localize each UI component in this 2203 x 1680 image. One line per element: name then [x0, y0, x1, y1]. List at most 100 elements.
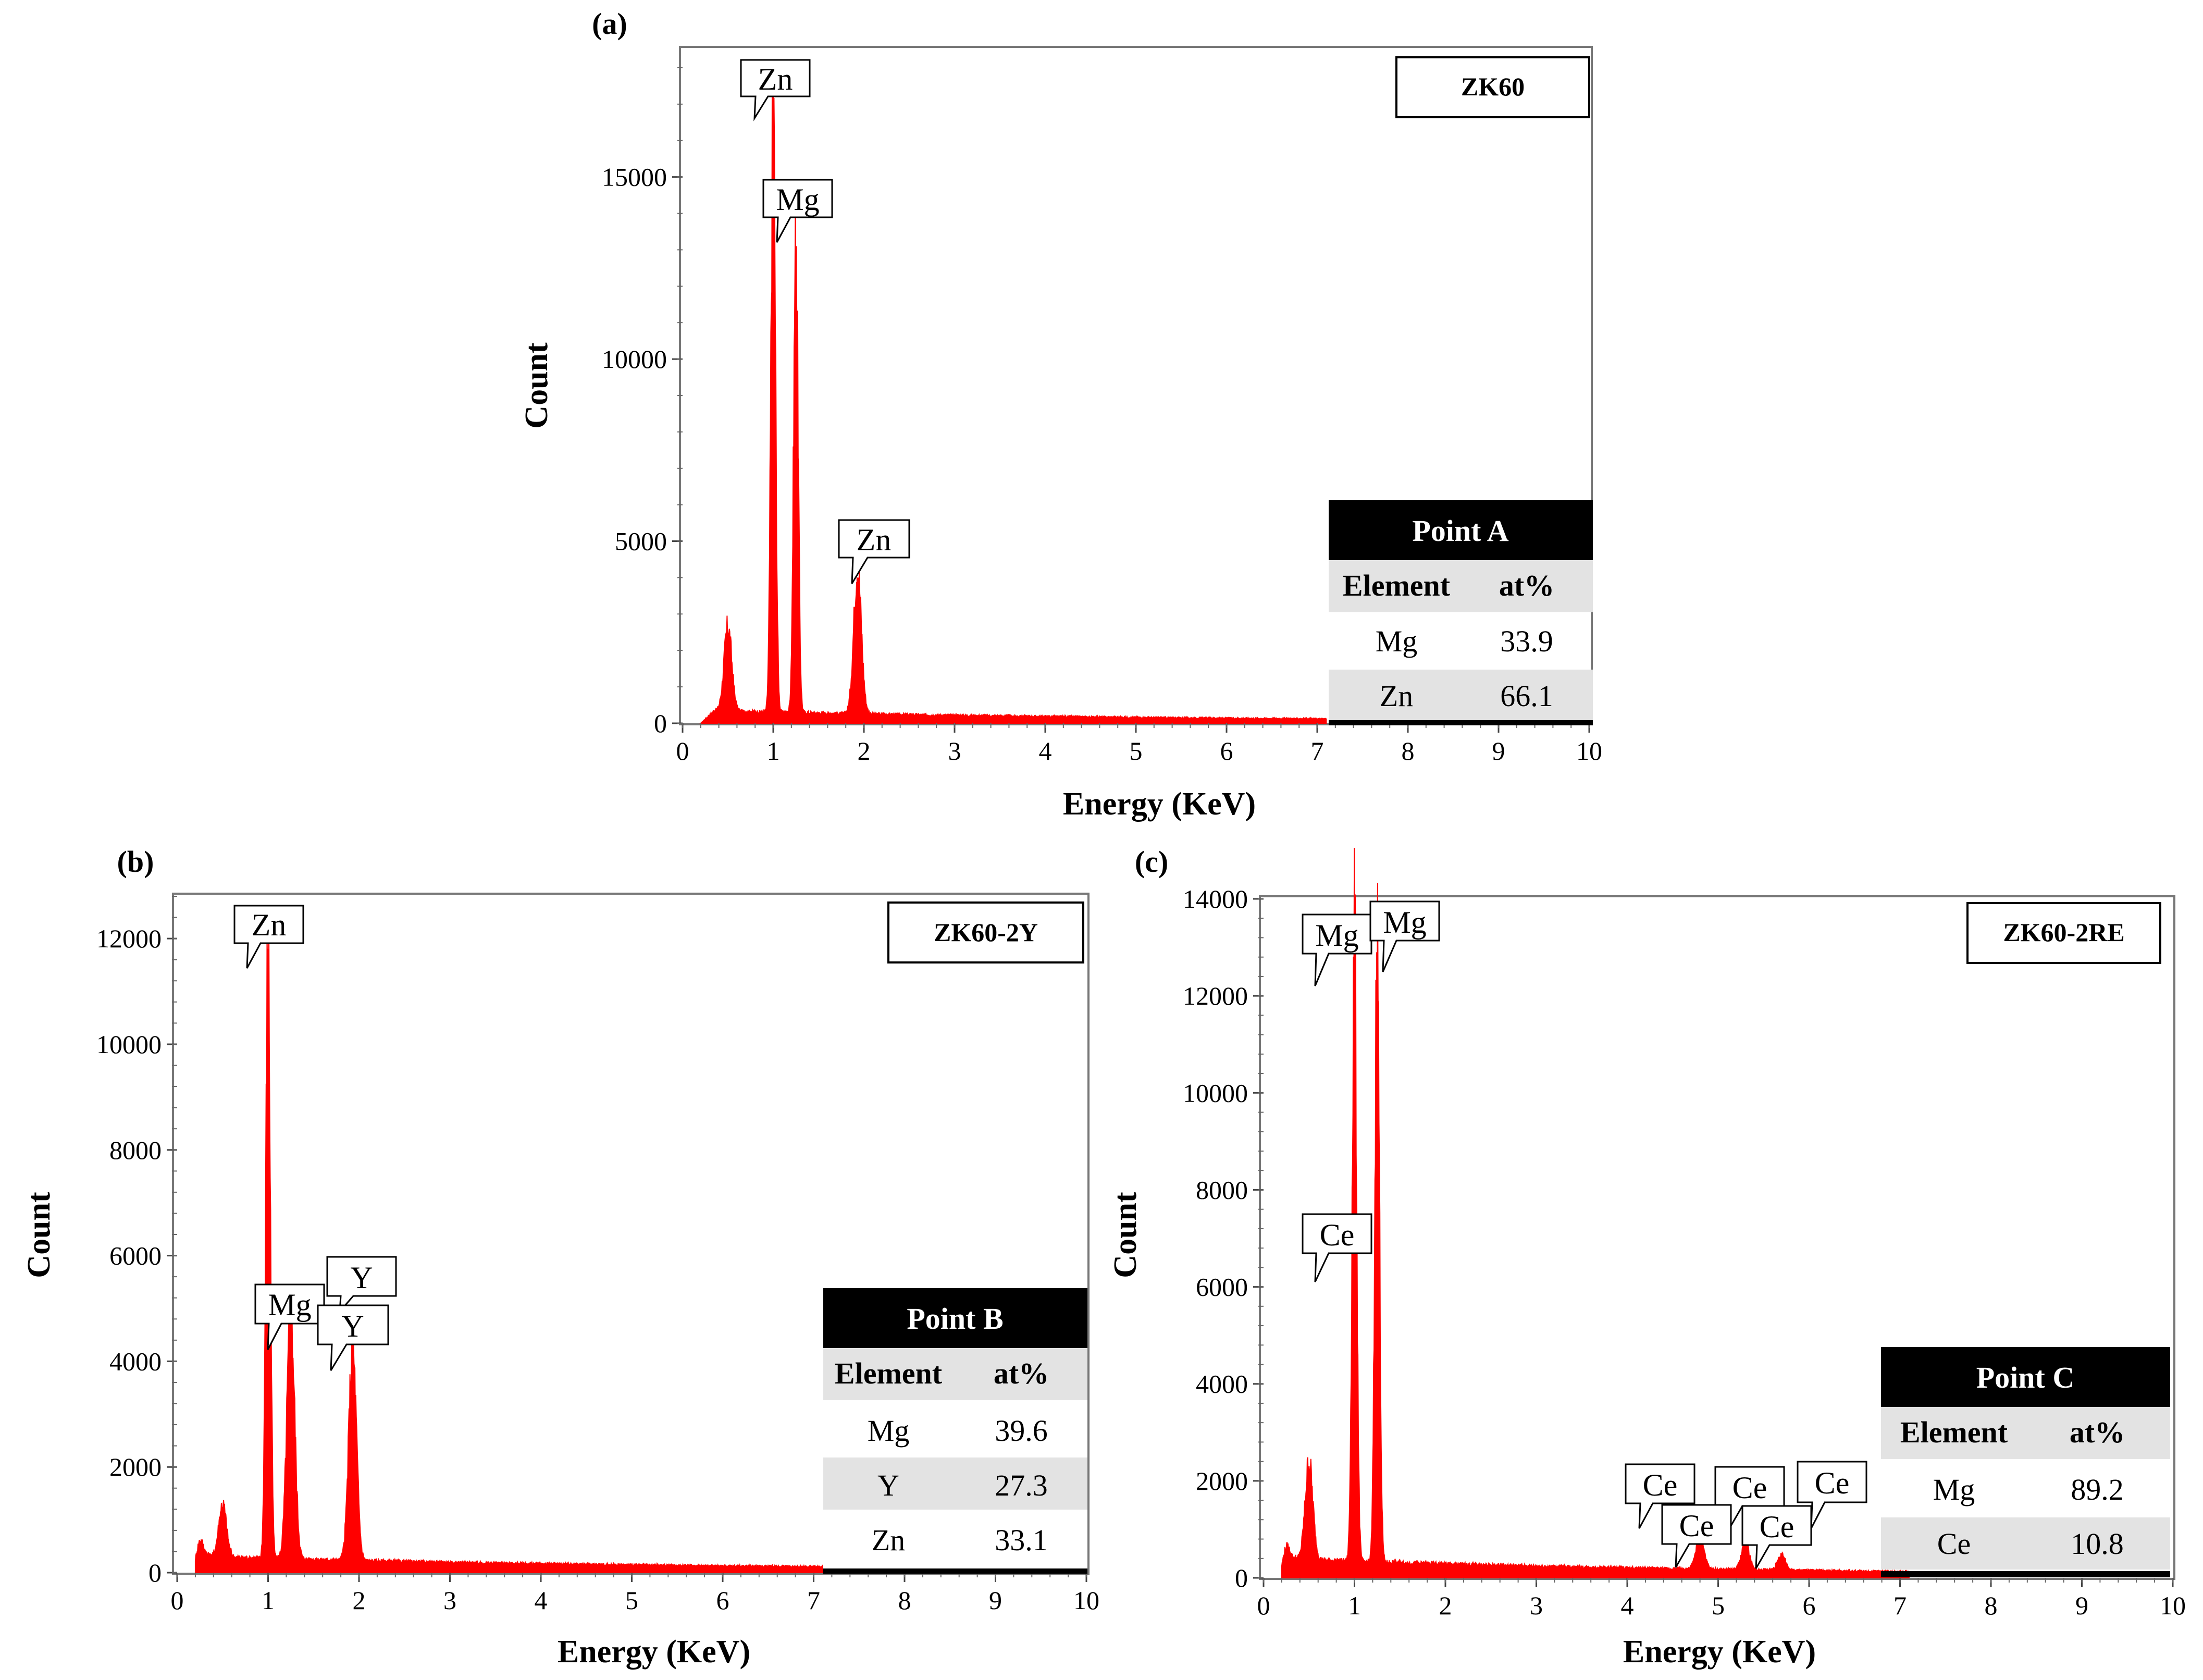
sample-name-box-b — [887, 901, 1084, 963]
peak-callout: Zn — [838, 519, 910, 584]
x-tick-label: 9 — [2075, 1591, 2088, 1620]
y-axis-label-a: Count — [519, 342, 554, 429]
x-axis-label-b: Energy (KeV) — [558, 1634, 750, 1670]
svg-text:Zn: Zn — [758, 62, 793, 96]
y-axis-label-b: Count — [21, 1192, 57, 1278]
peak-callout: Mg — [1302, 913, 1372, 986]
sample-name-a: ZK60 — [1461, 72, 1525, 101]
svg-text:Mg: Mg — [1383, 905, 1426, 940]
composition-table-c: Point C Element at% Mg 89.2 Ce 10.8 — [1881, 1347, 2170, 1577]
peak-callout: Ce — [1625, 1463, 1695, 1529]
y-tick-label: 4000 — [1196, 1369, 1248, 1399]
svg-text:Mg: Mg — [1315, 918, 1358, 953]
y-tick-label: 6000 — [109, 1241, 162, 1270]
table-cell: 39.6 — [995, 1414, 1048, 1448]
y-tick-label: 5000 — [615, 527, 667, 556]
table-cell: 66.1 — [1500, 679, 1553, 713]
y-tick-label: 6000 — [1196, 1273, 1248, 1302]
plot-frame-a — [679, 46, 1593, 725]
spectrum-series-c — [1281, 847, 1910, 1578]
x-tick-label: 8 — [1402, 736, 1415, 765]
table-column-header: Element — [1343, 569, 1451, 602]
x-tick-label: 1 — [767, 736, 780, 765]
table-cell: 33.1 — [995, 1523, 1048, 1557]
y-tick-label: 10000 — [96, 1030, 162, 1059]
y-tick-label: 12000 — [1183, 981, 1248, 1010]
x-tick-label: 6 — [1803, 1591, 1816, 1620]
table-cell: 89.2 — [2071, 1473, 2124, 1506]
x-tick-label: 3 — [1530, 1591, 1543, 1620]
x-tick-label: 2 — [1439, 1591, 1452, 1620]
spectrum-area — [1281, 847, 1910, 1578]
svg-text:Mg: Mg — [268, 1288, 311, 1322]
y-tick-label: 2000 — [1196, 1466, 1248, 1496]
x-axis-label-a: Energy (KeV) — [1063, 786, 1256, 822]
y-tick-label: 10000 — [602, 344, 667, 374]
y-tick-label: 4000 — [109, 1347, 162, 1376]
peak-callout: Y — [317, 1304, 389, 1371]
x-tick-label: 10 — [1073, 1586, 1099, 1615]
spectrum-series-a — [699, 82, 1327, 724]
x-tick-label: 6 — [1220, 736, 1233, 765]
svg-text:Ce: Ce — [1643, 1468, 1678, 1502]
x-tick-label: 2 — [858, 736, 871, 765]
peak-callout: Y — [326, 1256, 397, 1314]
table-cell: Mg — [1376, 624, 1418, 658]
x-tick-label: 0 — [171, 1586, 184, 1615]
x-tick-label: 0 — [1257, 1591, 1270, 1620]
peak-callout: Ce — [1661, 1504, 1732, 1568]
table-cell: Zn — [1380, 679, 1413, 713]
x-tick-label: 2 — [353, 1586, 366, 1615]
table-title: Point B — [907, 1302, 1003, 1336]
x-tick-label: 7 — [1311, 736, 1324, 765]
x-tick-label: 6 — [716, 1586, 729, 1615]
x-tick-label: 0 — [676, 736, 689, 765]
x-tick-label: 7 — [1893, 1591, 1907, 1620]
y-tick-label: 0 — [148, 1558, 162, 1587]
plot-frame-c — [1259, 895, 2175, 1580]
x-axis-label-c: Energy (KeV) — [1623, 1634, 1816, 1670]
table-cell: 33.9 — [1500, 624, 1553, 658]
table-title: Point A — [1412, 514, 1508, 548]
y-tick-label: 8000 — [1196, 1175, 1248, 1204]
table-cell: Zn — [872, 1523, 905, 1557]
y-tick-label: 8000 — [109, 1135, 162, 1165]
panel-label-a: (a) — [592, 7, 627, 41]
y-tick-label: 15000 — [602, 163, 667, 192]
table-cell: Ce — [1937, 1527, 1971, 1561]
svg-text:Ce: Ce — [1815, 1466, 1850, 1500]
composition-table-b: Point B Element at% Mg 39.6 Y 27.3 Zn 33… — [823, 1288, 1087, 1574]
table-cell: 10.8 — [2071, 1527, 2124, 1561]
panel-label-c: (c) — [1135, 845, 1168, 879]
x-tick-label: 1 — [262, 1586, 275, 1615]
svg-text:Ce: Ce — [1760, 1510, 1794, 1544]
table-column-header: Element — [1900, 1415, 2008, 1449]
svg-text:Ce: Ce — [1320, 1218, 1355, 1252]
table-column-header: at% — [994, 1356, 1049, 1390]
y-tick-label: 0 — [654, 709, 667, 738]
x-tick-label: 4 — [535, 1586, 548, 1615]
x-tick-label: 7 — [807, 1586, 820, 1615]
svg-text:Y: Y — [341, 1309, 364, 1343]
peak-callout: Mg — [254, 1283, 325, 1350]
x-tick-label: 4 — [1621, 1591, 1634, 1620]
svg-text:Ce: Ce — [1732, 1471, 1767, 1505]
panel-b: (b) 0 1 2 3 4 5 6 7 8 9 10 0 2000 4000 6000 8000 10000 12… — [21, 845, 1099, 1670]
x-tick-label: 5 — [1712, 1591, 1725, 1620]
axis-ticks-a: 0 1 2 3 4 5 6 7 8 9 10 0 5000 10000 15000 — [602, 67, 1602, 765]
axis-ticks-b: 0 1 2 3 4 5 6 7 8 9 10 0 2000 4000 6000 8000 10000 12000 — [96, 896, 1099, 1615]
x-tick-label: 4 — [1039, 736, 1052, 765]
table-cell: Y — [877, 1468, 899, 1502]
spectrum-series-b — [194, 910, 823, 1573]
table-cell: Mg — [1933, 1473, 1975, 1506]
peak-callout: Ce — [1302, 1213, 1372, 1282]
peak-callout: Ce — [1797, 1461, 1867, 1529]
x-tick-label: 8 — [898, 1586, 911, 1615]
y-tick-label: 0 — [1235, 1563, 1248, 1592]
y-tick-label: 12000 — [96, 924, 162, 953]
table-cell: 27.3 — [995, 1468, 1048, 1502]
x-tick-label: 5 — [625, 1586, 638, 1615]
svg-text:Mg: Mg — [776, 182, 819, 217]
panel-a: (a) 0 1 2 3 4 5 6 7 8 9 10 0 5000 10000 15000 Count En… — [519, 7, 1602, 822]
